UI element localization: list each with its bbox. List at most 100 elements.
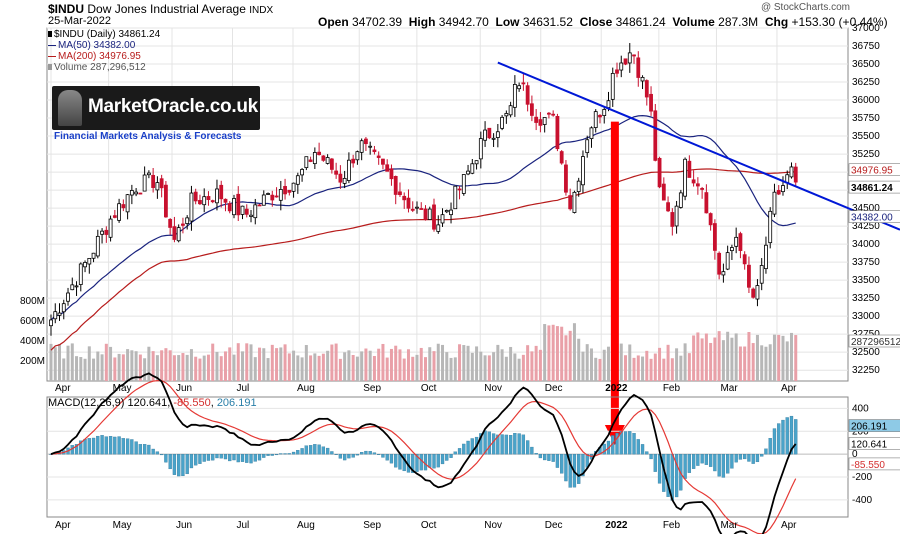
volume-bar [738, 346, 742, 381]
macd-hist-bar [236, 453, 240, 463]
candle-body [461, 174, 466, 194]
candle-body [151, 174, 156, 188]
candle-body [589, 127, 594, 140]
candle-body [793, 166, 798, 183]
macd-hist-bar [240, 453, 245, 462]
ma200-line [50, 168, 796, 351]
volume-bar [666, 344, 670, 381]
tag-macd-hist-box [848, 419, 900, 432]
candle-body [427, 208, 432, 220]
volume-bar [521, 354, 525, 381]
legend-main: $INDU (Daily) 34861.24 [48, 29, 160, 40]
candle-body [385, 164, 390, 172]
candle-body [53, 311, 58, 320]
macd-hist-bar [189, 453, 194, 469]
volume-bar [424, 357, 427, 381]
candle-body [364, 138, 368, 145]
macd-hist-bar [394, 453, 398, 468]
red-down-arrow [604, 121, 625, 445]
volume-bar [143, 358, 147, 381]
macd-hist-bar [760, 453, 764, 457]
candle-body [419, 208, 424, 210]
macd-hist-bar [508, 435, 513, 455]
candle-body [478, 138, 483, 160]
macd-hist-bar [232, 453, 236, 461]
macd-hist-bar [479, 433, 483, 455]
candle-body [687, 160, 692, 178]
volume-bar [747, 332, 751, 381]
tag-macd-signal-box [848, 457, 900, 471]
exchange: INDX [249, 5, 274, 16]
volume-bar [649, 358, 653, 381]
macd-month-label: Jul [236, 520, 249, 531]
volume-bar [109, 346, 113, 381]
candle-body [725, 252, 730, 270]
candle-body [717, 252, 722, 275]
candle-body [627, 52, 632, 64]
macd-hist-bar [538, 453, 543, 459]
volume-bar [385, 357, 389, 381]
macd-hist-bar [419, 453, 423, 471]
price-month-label: Mar [720, 383, 738, 394]
price-tick-label: 36250 [852, 77, 880, 88]
macd-legend: MACD(12,26,9) 120.641, -85.550, 206.191 [48, 397, 257, 409]
logo-tagline: Financial Markets Analysis & Forecasts [54, 131, 242, 142]
macd-hist-bar [547, 453, 551, 461]
candle-body [249, 214, 253, 217]
candle-body [346, 159, 351, 181]
macd-hist-bar [117, 436, 121, 455]
volume-bar [155, 355, 159, 381]
volume-bar [402, 358, 406, 381]
macd-hist-bar [755, 453, 760, 463]
high-value: 34942.70 [438, 15, 489, 29]
volume-bar [760, 345, 764, 381]
volume-bar [445, 352, 449, 381]
candle-body [266, 193, 270, 195]
tag-macd: 120.641 [851, 439, 888, 450]
volume-bar [428, 347, 432, 381]
candle-body [512, 83, 517, 108]
volume-bar [577, 338, 581, 381]
candle-body [121, 204, 126, 209]
descending-trendline [497, 61, 900, 231]
macd-hist-bar [428, 453, 432, 468]
candle-body [670, 212, 675, 227]
candle-body [674, 205, 679, 227]
volume-bar [517, 358, 521, 381]
macd-hist-bar [325, 447, 330, 455]
header-ohlc: Open 34702.39 High 34942.70 Low 34631.52… [318, 15, 888, 29]
volume-bar [568, 330, 572, 381]
candle-body [287, 189, 292, 193]
macd-hist-bar [125, 438, 130, 455]
candle-body [342, 177, 347, 184]
macd-hist-bar [266, 453, 270, 456]
candle-body [376, 155, 381, 158]
macd-month-label: Nov [484, 520, 502, 531]
marketoracle-logo: MarketOracle.co.uk [52, 86, 260, 130]
volume-bar [104, 343, 108, 381]
volume-bar [679, 355, 683, 381]
candle-body [636, 57, 641, 78]
macd-hist-bar [470, 438, 474, 455]
macd-hist-bar [772, 428, 777, 455]
volume-bar [526, 345, 530, 381]
candle-body [291, 182, 296, 192]
header-title: $INDU Dow Jones Industrial Average INDX [48, 2, 273, 16]
candle-body [300, 169, 304, 176]
tag-volume-box [848, 334, 900, 348]
macd-hist-bar [287, 453, 291, 455]
volume-bar [700, 338, 704, 381]
macd-hist-bar [513, 432, 517, 455]
volume-bar [628, 344, 632, 381]
volume-bar [509, 346, 513, 381]
tag-close-box [848, 180, 900, 194]
legend-volume-text: Volume 287,296,512 [54, 62, 146, 73]
macd-hist-bar [734, 453, 738, 463]
price-tick-label: 34000 [852, 239, 880, 250]
close-value: 34861.24 [615, 15, 666, 29]
macd-hist-bar [543, 453, 547, 461]
candle-body [61, 303, 66, 313]
volume-bar [632, 357, 636, 381]
price-month-label: Sep [363, 383, 381, 394]
